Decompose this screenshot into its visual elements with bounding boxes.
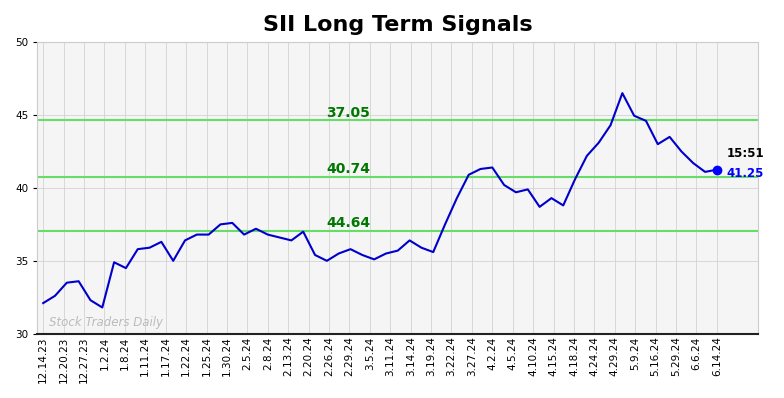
Text: 15:51: 15:51 — [726, 146, 764, 160]
Text: 40.74: 40.74 — [326, 162, 370, 176]
Text: 41.25: 41.25 — [726, 167, 764, 180]
Text: 37.05: 37.05 — [326, 105, 370, 120]
Title: SII Long Term Signals: SII Long Term Signals — [263, 15, 532, 35]
Text: Stock Traders Daily: Stock Traders Daily — [49, 316, 163, 330]
Text: 44.64: 44.64 — [326, 216, 370, 230]
